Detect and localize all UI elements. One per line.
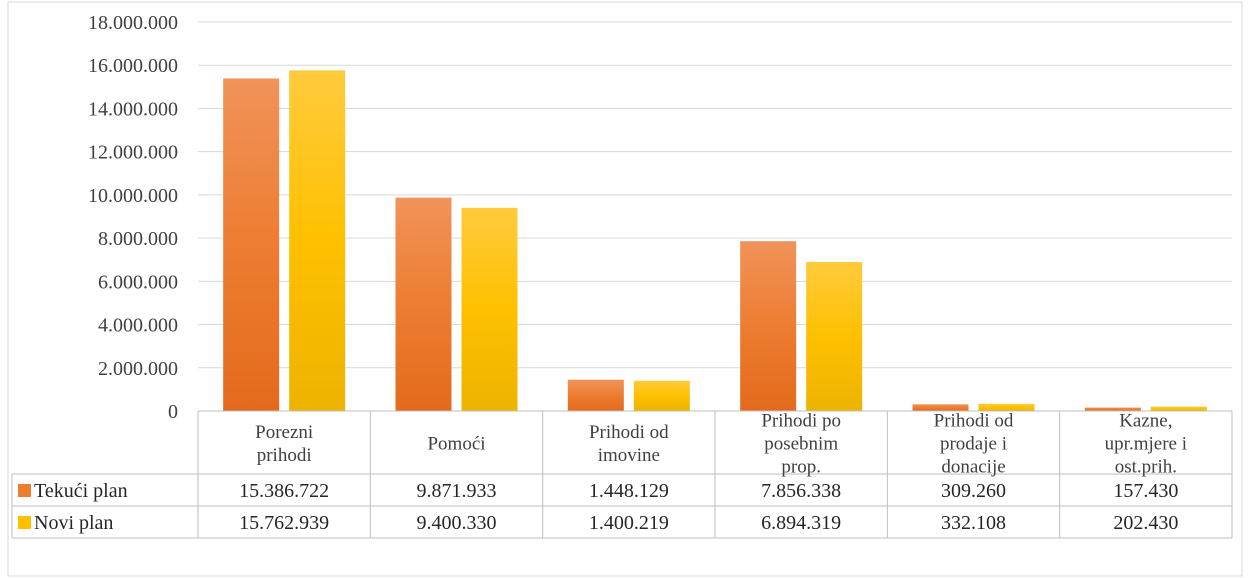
table-cell-value: 309.260: [941, 480, 1006, 502]
table-cell-value: 15.386.722: [239, 480, 329, 502]
bar-tekuci-plan: [567, 379, 624, 411]
y-tick-label: 10.000.000: [88, 185, 178, 207]
y-tick-label: 14.000.000: [88, 98, 178, 120]
table-cell-value: 202.430: [1113, 512, 1178, 534]
y-tick-label: 12.000.000: [88, 142, 178, 164]
bar-tekuci-plan: [740, 241, 797, 411]
x-category-label: Porezni prihodi: [255, 422, 313, 466]
y-tick-label: 2.000.000: [98, 358, 178, 380]
bar-tekuci-plan: [223, 78, 280, 412]
y-tick-label: 0: [168, 401, 178, 423]
table-cell-value: 1.400.219: [589, 512, 669, 534]
table-cell-value: 6.894.319: [761, 512, 841, 534]
bar-tekuci-plan: [1084, 407, 1141, 411]
table-cell-value: 9.400.330: [417, 512, 497, 534]
bar-tekuci-plan: [395, 197, 452, 411]
y-tick-label: 6.000.000: [98, 271, 178, 293]
bar-tekuci-plan: [912, 404, 969, 411]
bar-novi-plan: [633, 380, 690, 411]
table-cell-value: 157.430: [1113, 480, 1178, 502]
y-axis: 0 2.000.000 4.000.000 6.000.000 8.000.000 10.…: [88, 12, 178, 423]
legend-label: Novi plan: [34, 512, 113, 534]
legend-label: Tekući plan: [34, 480, 128, 502]
legend-key: [18, 516, 31, 529]
y-tick-label: 18.000.000: [88, 12, 178, 34]
bar-novi-plan: [461, 207, 518, 411]
x-category-label: Kazne, upr.mjere i ost.prih.: [1105, 411, 1187, 478]
legend-key: [18, 484, 31, 497]
x-category-label: Prihodi od prodaje i donacije: [934, 411, 1014, 478]
chart-border: [7, 1, 1243, 577]
y-tick-label: 4.000.000: [98, 315, 178, 337]
bar-novi-plan: [289, 70, 346, 412]
y-tick-label: 16.000.000: [88, 55, 178, 77]
bar-novi-plan: [978, 403, 1035, 411]
gridlines: [198, 21, 1232, 369]
bar-novi-plan: [1150, 406, 1207, 411]
table-cell-value: 332.108: [941, 512, 1006, 534]
table-cell-value: 15.762.939: [239, 512, 329, 534]
y-tick-label: 8.000.000: [98, 228, 178, 250]
bars: [223, 70, 1207, 412]
table-cell-value: 9.871.933: [417, 480, 497, 502]
x-category-label: Prihodi od imovine: [589, 422, 669, 466]
bar-novi-plan: [806, 262, 863, 411]
x-category-label: Pomoći: [427, 434, 485, 455]
x-category-label: Prihodi po posebnim prop.: [761, 411, 841, 478]
table-cell-value: 7.856.338: [761, 480, 841, 502]
data-table: Porezni prihodi Pomoći Prihodi od imovine Pri…: [11, 410, 1233, 539]
table-cell-value: 1.448.129: [589, 480, 669, 502]
